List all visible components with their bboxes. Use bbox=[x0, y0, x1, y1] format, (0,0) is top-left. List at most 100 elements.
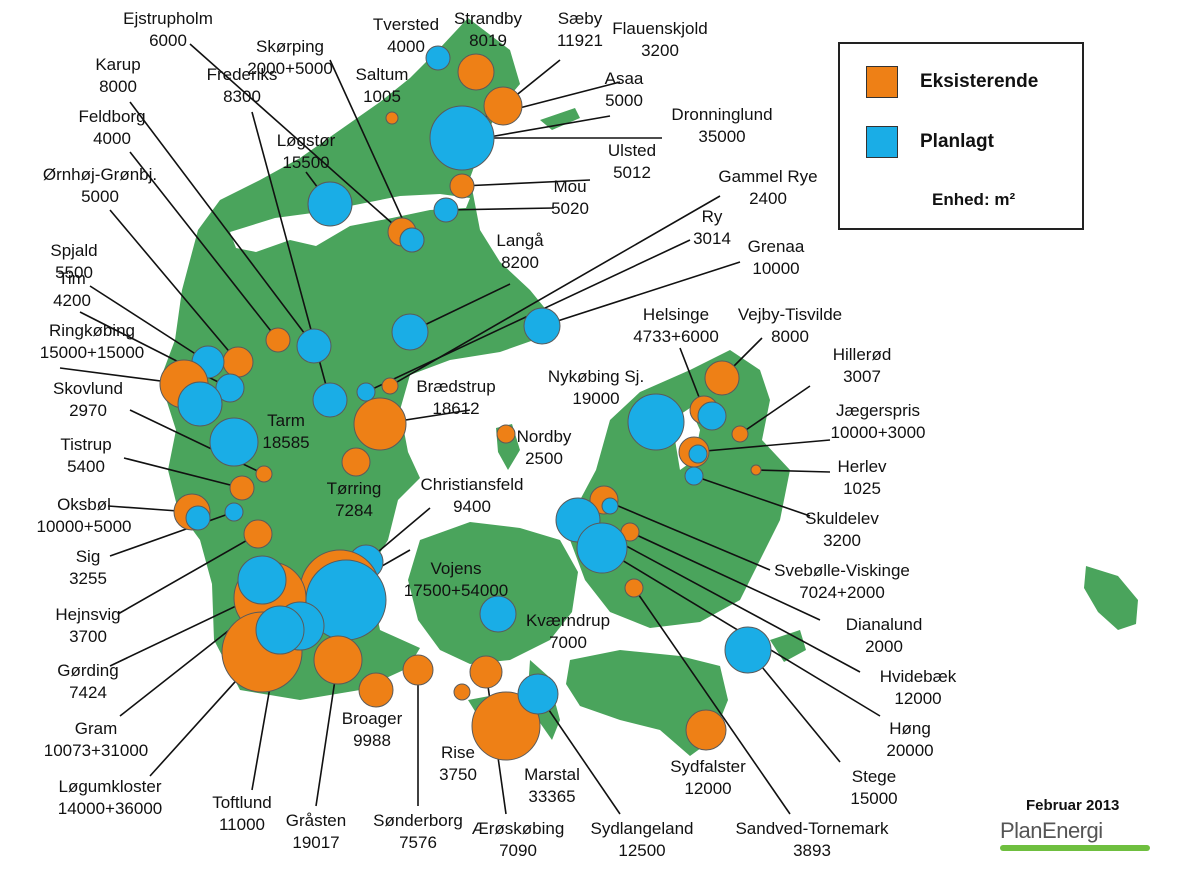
plant-size-label: 3200 bbox=[641, 41, 679, 60]
plant-name-label: Sydfalster bbox=[670, 757, 746, 776]
plant-name-label: Christiansfeld bbox=[421, 475, 524, 494]
plant-name-label: Ringkøbing bbox=[49, 321, 135, 340]
plant-bubble-planned bbox=[185, 505, 211, 531]
plant-name-label: Ulsted bbox=[608, 141, 656, 160]
plant-bubble-existing bbox=[341, 447, 371, 477]
plant-name-label: Marstal bbox=[524, 765, 580, 784]
plant-bubble-existing bbox=[453, 683, 471, 701]
leader-line bbox=[189, 43, 403, 233]
plant-name-label: Hejnsvig bbox=[55, 605, 120, 624]
leader-line bbox=[461, 179, 591, 187]
plant-size-label: 4200 bbox=[53, 291, 91, 310]
plant-bubble-planned bbox=[307, 181, 353, 227]
leader-line bbox=[129, 101, 315, 347]
plant-name-label: Sæby bbox=[558, 9, 603, 28]
plant-bubble-planned bbox=[425, 45, 451, 71]
plant-name-label: Skørping bbox=[256, 37, 324, 56]
plant-name-label: Sandved-Tornemark bbox=[735, 819, 889, 838]
plant-size-label: 3007 bbox=[843, 367, 881, 386]
plant-name-label: Høng bbox=[889, 719, 931, 738]
plant-size-label: 7024+2000 bbox=[799, 583, 885, 602]
legend-planned-swatch bbox=[866, 126, 898, 158]
funen-landmass bbox=[408, 522, 578, 664]
plant-name-label: Vejby-Tisvilde bbox=[738, 305, 842, 324]
plant-name-label: Hillerød bbox=[833, 345, 892, 364]
plant-name-label: Kværndrup bbox=[526, 611, 610, 630]
plant-name-label: Oksbøl bbox=[57, 495, 111, 514]
plant-size-label: 33365 bbox=[528, 787, 575, 806]
plant-size-label: 4000 bbox=[93, 129, 131, 148]
plant-bubble-existing bbox=[229, 475, 255, 501]
plant-bubble-existing bbox=[402, 654, 434, 686]
plant-bubble-planned bbox=[209, 417, 259, 467]
plant-size-label: 9988 bbox=[353, 731, 391, 750]
plant-bubble-planned bbox=[433, 197, 459, 223]
plant-bubble-planned bbox=[312, 382, 348, 418]
plant-bubble-existing bbox=[222, 346, 254, 378]
plant-bubble-planned bbox=[684, 466, 704, 486]
plant-bubble-planned bbox=[479, 595, 517, 633]
plant-bubble-existing bbox=[471, 691, 541, 761]
plant-size-label: 14000+36000 bbox=[58, 799, 162, 818]
leader-line bbox=[471, 115, 611, 141]
plant-name-label: Tarm bbox=[267, 411, 305, 430]
plant-size-label: 7284 bbox=[335, 501, 373, 520]
plant-bubble-planned bbox=[237, 555, 287, 605]
plant-name-label: Nordby bbox=[517, 427, 572, 446]
plant-size-label: 7576 bbox=[399, 833, 437, 852]
leader-line bbox=[693, 439, 831, 453]
planenergi-logo: PlanEnergi bbox=[1000, 818, 1103, 843]
plant-name-label: Hvidebæk bbox=[880, 667, 957, 686]
plant-name-label: Frederiks bbox=[207, 65, 278, 84]
plant-name-label: Vojens bbox=[430, 559, 481, 578]
leader-line bbox=[693, 475, 811, 517]
plant-size-label: 10000 bbox=[752, 259, 799, 278]
leader-line bbox=[755, 469, 831, 473]
plant-name-label: Gråsten bbox=[286, 811, 346, 830]
plant-size-label: 7090 bbox=[499, 841, 537, 860]
plant-bubble-existing bbox=[624, 578, 644, 598]
plant-bubble-existing bbox=[469, 655, 503, 689]
plant-bubble-planned bbox=[177, 381, 223, 427]
plant-size-label: 4000 bbox=[387, 37, 425, 56]
limfjord bbox=[230, 194, 470, 252]
plant-size-label: 3014 bbox=[693, 229, 731, 248]
plant-size-label: 18612 bbox=[432, 399, 479, 418]
plant-bubble-planned bbox=[399, 227, 425, 253]
mon bbox=[770, 630, 806, 662]
plant-size-label: 8019 bbox=[469, 31, 507, 50]
plant-bubble-planned bbox=[576, 522, 628, 574]
laeso bbox=[540, 108, 580, 130]
leader-line bbox=[109, 209, 239, 363]
plant-size-label: 2400 bbox=[749, 189, 787, 208]
plant-size-label: 15000 bbox=[850, 789, 897, 808]
plant-name-label: Tørring bbox=[327, 479, 382, 498]
plant-name-label: Skovlund bbox=[53, 379, 123, 398]
plant-size-label: 5012 bbox=[613, 163, 651, 182]
plant-name-label: Saltum bbox=[356, 65, 409, 84]
plant-bubble-existing bbox=[704, 360, 740, 396]
plant-name-label: Gørding bbox=[57, 661, 118, 680]
leader-line bbox=[629, 531, 821, 621]
plant-size-label: 12500 bbox=[618, 841, 665, 860]
plant-name-label: Tim bbox=[58, 269, 86, 288]
plant-bubble-existing bbox=[449, 173, 475, 199]
plant-size-label: 5500 bbox=[55, 263, 93, 282]
plant-size-label: 12000 bbox=[894, 689, 941, 708]
plant-bubble-planned bbox=[429, 105, 495, 171]
legend-existing-label: Eksisterende bbox=[920, 71, 1039, 92]
plant-size-label: 17500+54000 bbox=[404, 581, 508, 600]
plant-name-label: Ry bbox=[702, 207, 723, 226]
plant-size-label: 5400 bbox=[67, 457, 105, 476]
plant-size-label: 2970 bbox=[69, 401, 107, 420]
plant-bubble-existing bbox=[255, 465, 273, 483]
plant-size-label: 3893 bbox=[793, 841, 831, 860]
plant-name-label: Jægerspris bbox=[836, 401, 920, 420]
leader-line bbox=[603, 499, 771, 571]
plant-size-label: 8000 bbox=[99, 77, 137, 96]
plant-bubble-existing bbox=[483, 86, 523, 126]
plant-size-label: 1005 bbox=[363, 87, 401, 106]
plant-name-label: Dronninglund bbox=[671, 105, 772, 124]
plant-name-label: Nykøbing Sj. bbox=[548, 367, 644, 386]
plant-name-label: Brædstrup bbox=[416, 377, 495, 396]
